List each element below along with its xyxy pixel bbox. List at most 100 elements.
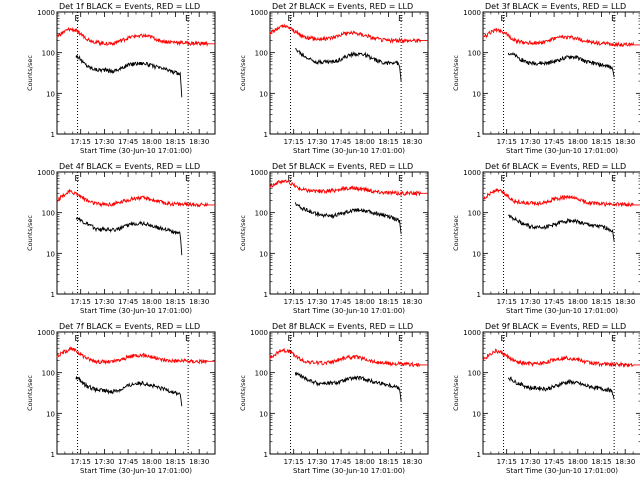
y-tick-label: 1000 bbox=[37, 169, 55, 177]
x-tick-label: 17:30 bbox=[307, 138, 327, 146]
x-tick-label: 17:45 bbox=[544, 458, 564, 466]
x-tick-label: 18:00 bbox=[568, 298, 588, 306]
y-tick-label: 10 bbox=[46, 250, 55, 258]
marker-label: E bbox=[75, 334, 80, 343]
x-tick-label: 18:00 bbox=[355, 138, 375, 146]
marker-label: E bbox=[611, 174, 616, 183]
y-axis-label: Counts/sec bbox=[26, 375, 34, 411]
x-tick-label: 18:00 bbox=[568, 458, 588, 466]
x-axis-label: Start Time (30-Jun-10 17:01:00) bbox=[80, 147, 192, 155]
y-axis-label: Counts/sec bbox=[452, 215, 460, 251]
x-tick-label: 18:00 bbox=[568, 138, 588, 146]
y-tick-label: 100 bbox=[42, 210, 55, 218]
x-tick-label: 17:30 bbox=[520, 138, 540, 146]
x-tick-label: 18:30 bbox=[615, 458, 635, 466]
chart-title: Det 6f BLACK = Events, RED = LLD bbox=[485, 162, 626, 171]
chart-title: Det 9f BLACK = Events, RED = LLD bbox=[485, 322, 626, 331]
chart-panel: Det 8f BLACK = Events, RED = LLD 1 10 100 10… bbox=[239, 322, 429, 475]
chart-title: Det 1f BLACK = Events, RED = LLD bbox=[59, 2, 200, 11]
x-tick-label: 18:30 bbox=[402, 458, 422, 466]
chart-panel: Det 5f BLACK = Events, RED = LLD 1 10 100 10… bbox=[239, 162, 429, 315]
x-tick-label: 18:15 bbox=[165, 138, 185, 146]
events-series-line bbox=[507, 214, 615, 242]
events-series-line bbox=[294, 202, 402, 234]
marker-label: E bbox=[501, 174, 506, 183]
lld-series-line bbox=[56, 26, 215, 47]
chart-panel: Det 2f BLACK = Events, RED = LLD 1 10 100 10… bbox=[239, 2, 429, 155]
x-tick-label: 17:45 bbox=[331, 298, 351, 306]
x-tick-label: 18:15 bbox=[591, 138, 611, 146]
y-tick-label: 1000 bbox=[463, 329, 481, 337]
marker-label: E bbox=[398, 174, 403, 183]
y-tick-label: 10 bbox=[472, 250, 481, 258]
y-tick-label: 10 bbox=[259, 410, 268, 418]
x-tick-label: 17:45 bbox=[544, 138, 564, 146]
marker-label: E bbox=[611, 334, 616, 343]
chart-panel: Det 9f BLACK = Events, RED = LLD 1 10 100 10… bbox=[452, 322, 640, 475]
x-tick-label: 17:15 bbox=[71, 138, 91, 146]
marker-label: E bbox=[185, 14, 190, 23]
marker-label: E bbox=[288, 334, 293, 343]
x-tick-label: 18:15 bbox=[165, 298, 185, 306]
x-tick-label: 17:45 bbox=[118, 138, 138, 146]
x-axis-label: Start Time (30-Jun-10 17:01:00) bbox=[293, 147, 405, 155]
y-tick-label: 100 bbox=[468, 210, 481, 218]
y-tick-label: 1000 bbox=[463, 169, 481, 177]
chart-panel: Det 4f BLACK = Events, RED = LLD 1 10 100 10… bbox=[26, 162, 216, 315]
x-tick-label: 17:30 bbox=[307, 458, 327, 466]
plot-frame bbox=[482, 331, 640, 455]
y-tick-label: 10 bbox=[472, 90, 481, 98]
marker-label: E bbox=[501, 334, 506, 343]
x-tick-label: 17:45 bbox=[544, 298, 564, 306]
x-tick-label: 18:00 bbox=[355, 458, 375, 466]
events-series-line bbox=[75, 216, 183, 256]
marker-label: E bbox=[75, 14, 80, 23]
events-series-line bbox=[507, 51, 615, 78]
x-axis-label: Start Time (30-Jun-10 17:01:00) bbox=[506, 147, 618, 155]
chart-title: Det 4f BLACK = Events, RED = LLD bbox=[59, 162, 200, 171]
plot-frame bbox=[269, 331, 429, 455]
x-tick-label: 17:45 bbox=[118, 458, 138, 466]
marker-label: E bbox=[398, 14, 403, 23]
chart-panel: Det 7f BLACK = Events, RED = LLD 1 10 100 10… bbox=[26, 322, 216, 475]
x-tick-label: 18:30 bbox=[402, 298, 422, 306]
events-series-line bbox=[75, 376, 183, 407]
chart-title: Det 5f BLACK = Events, RED = LLD bbox=[272, 162, 413, 171]
x-tick-label: 18:30 bbox=[189, 138, 209, 146]
x-tick-label: 17:15 bbox=[497, 138, 517, 146]
chart-title: Det 2f BLACK = Events, RED = LLD bbox=[272, 2, 413, 11]
x-tick-label: 17:15 bbox=[71, 458, 91, 466]
x-axis-label: Start Time (30-Jun-10 17:01:00) bbox=[506, 307, 618, 315]
x-axis-label: Start Time (30-Jun-10 17:01:00) bbox=[80, 307, 192, 315]
x-tick-label: 18:15 bbox=[591, 458, 611, 466]
x-tick-label: 18:15 bbox=[165, 458, 185, 466]
x-tick-label: 18:15 bbox=[378, 458, 398, 466]
lld-series-line bbox=[56, 188, 215, 208]
y-tick-label: 1000 bbox=[37, 9, 55, 17]
y-axis-label: Counts/sec bbox=[26, 55, 34, 91]
y-tick-label: 1 bbox=[477, 451, 481, 459]
lld-series-line bbox=[56, 345, 215, 365]
plot-frame bbox=[56, 171, 216, 295]
y-tick-label: 100 bbox=[468, 370, 481, 378]
marker-label: E bbox=[185, 334, 190, 343]
x-axis-label: Start Time (30-Jun-10 17:01:00) bbox=[293, 307, 405, 315]
marker-label: E bbox=[288, 174, 293, 183]
y-tick-label: 1 bbox=[264, 451, 268, 459]
y-tick-label: 10 bbox=[259, 250, 268, 258]
x-axis-label: Start Time (30-Jun-10 17:01:00) bbox=[293, 467, 405, 475]
y-axis-label: Counts/sec bbox=[239, 375, 247, 411]
marker-label: E bbox=[75, 174, 80, 183]
x-tick-label: 17:30 bbox=[94, 458, 114, 466]
x-tick-label: 17:30 bbox=[94, 138, 114, 146]
x-tick-label: 18:30 bbox=[189, 458, 209, 466]
x-tick-label: 17:30 bbox=[94, 298, 114, 306]
y-tick-label: 1 bbox=[264, 291, 268, 299]
y-tick-label: 10 bbox=[46, 90, 55, 98]
y-tick-label: 1000 bbox=[250, 9, 268, 17]
plot-frame bbox=[269, 171, 429, 295]
x-tick-label: 17:45 bbox=[331, 458, 351, 466]
x-tick-label: 17:15 bbox=[71, 298, 91, 306]
plot-frame bbox=[56, 11, 216, 135]
x-tick-label: 17:45 bbox=[118, 298, 138, 306]
